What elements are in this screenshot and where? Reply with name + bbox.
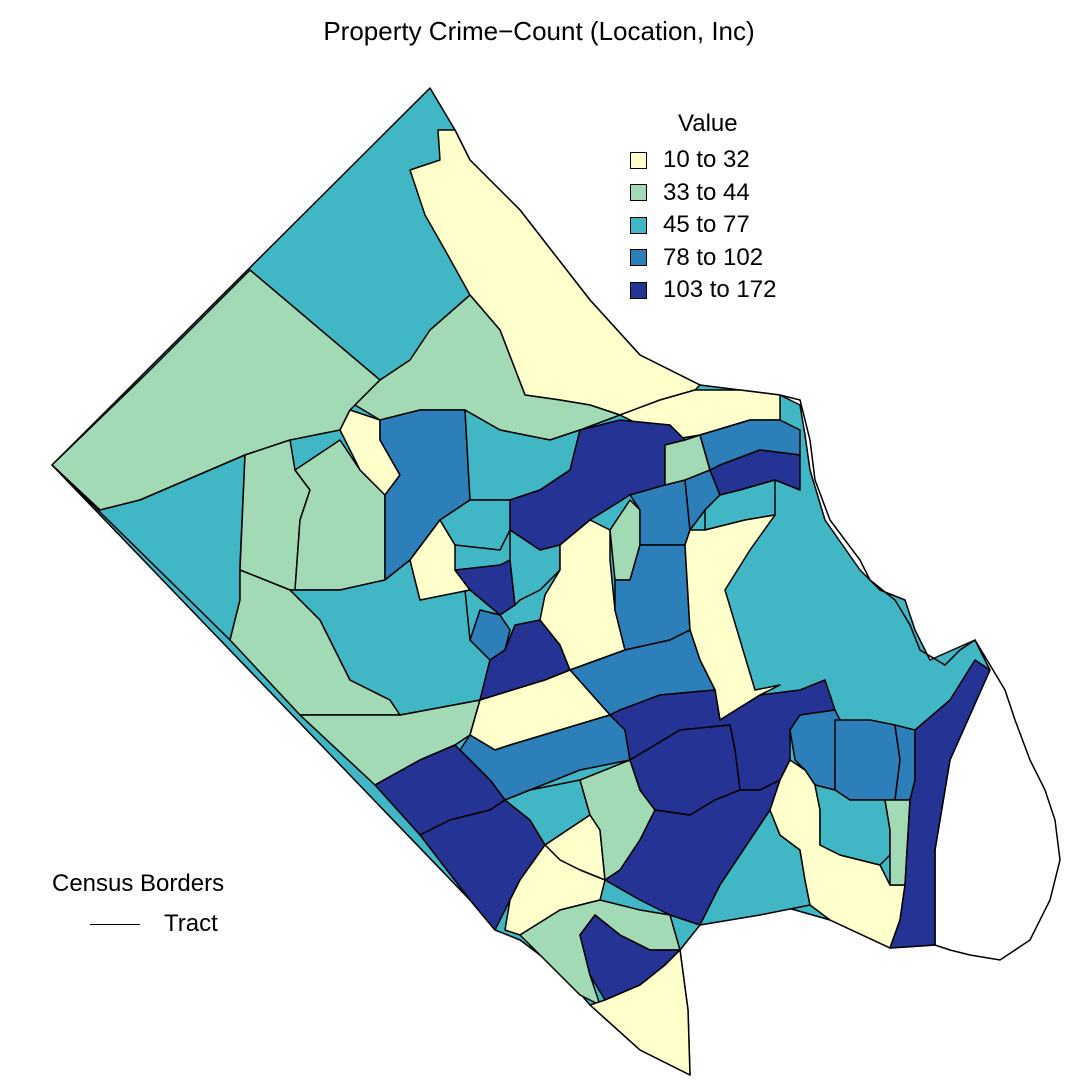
legend-label: 78 to 102: [663, 243, 764, 271]
legend: Value 10 to 32 33 to 44 45 to 77 78 to 1…: [630, 110, 776, 307]
legend-swatch: [630, 249, 647, 267]
legend-item: 78 to 102: [630, 242, 776, 275]
map-title: Property Crime−Count (Location, Inc): [323, 16, 755, 46]
legend-item: 45 to 77: [630, 209, 776, 242]
legend-item: 33 to 44: [630, 177, 776, 210]
legend-item: 10 to 32: [630, 144, 776, 177]
tract-legend-item: Tract: [90, 910, 224, 938]
tract-line-symbol: [90, 923, 140, 925]
tract-c-teal-2: [289, 559, 491, 716]
tract-s-yellow-3: [589, 949, 691, 1076]
tract-e-blue-2: [834, 719, 901, 801]
legend-label: 103 to 172: [663, 276, 777, 304]
legend-swatch: [630, 216, 647, 234]
legend-label: 33 to 44: [663, 178, 750, 206]
census-borders-title: Census Borders: [52, 870, 225, 897]
legend-swatch: [630, 151, 647, 169]
census-borders-legend: Census Borders Tract: [52, 870, 224, 938]
legend-label: 10 to 32: [663, 146, 750, 174]
legend-label: 45 to 77: [663, 211, 750, 239]
tract-c-teal-4: [509, 529, 561, 606]
legend-swatch: [630, 184, 647, 202]
peninsula-outline: [779, 394, 1061, 961]
legend-swatch: [630, 281, 647, 299]
legend-item: 103 to 172: [630, 274, 776, 307]
legend-title: Value: [678, 110, 738, 137]
tract-label: Tract: [164, 910, 218, 937]
